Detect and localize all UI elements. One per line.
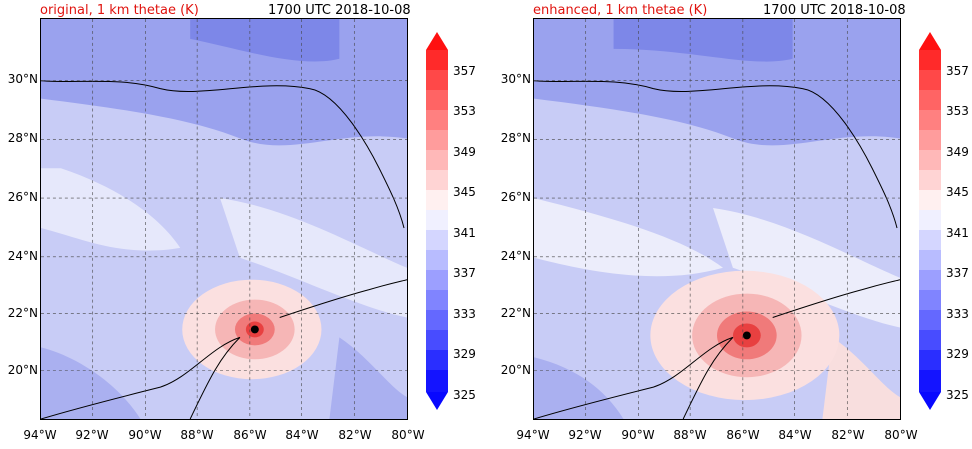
map-gridlines (534, 19, 900, 419)
panel-title: enhanced, 1 km thetae (K) (533, 3, 708, 18)
colorbar-label: 325 (946, 388, 969, 402)
colorbar-label: 329 (946, 347, 969, 361)
panel-time: 1700 UTC 2018-10-08 (268, 3, 411, 18)
colorbar-label: 333 (453, 307, 476, 321)
colorbar-label: 337 (453, 266, 476, 280)
lon-label: 92°W (568, 428, 602, 442)
lat-label: 20°N (7, 363, 38, 377)
storm-center-marker (250, 325, 259, 334)
lat-label: 30°N (500, 72, 531, 86)
lon-label: 90°W (621, 428, 655, 442)
panel-time: 1700 UTC 2018-10-08 (763, 3, 906, 18)
right-panel: enhanced, 1 km thetae (K) 1700 UTC 2018-… (486, 0, 972, 449)
lon-label: 94°W (516, 428, 550, 442)
colorbar-label: 353 (946, 104, 969, 118)
lon-label: 88°W (673, 428, 707, 442)
lat-label: 22°N (500, 306, 531, 320)
lon-label: 84°W (285, 428, 319, 442)
colorbar-label: 353 (453, 104, 476, 118)
panel-title: original, 1 km thetae (K) (40, 3, 199, 18)
colorbar (426, 32, 448, 410)
colorbar-label: 333 (946, 307, 969, 321)
lat-label: 24°N (500, 249, 531, 263)
lat-label: 26°N (7, 190, 38, 204)
lat-label: 28°N (7, 131, 38, 145)
map-gridlines (41, 19, 407, 419)
lon-label: 86°W (726, 428, 760, 442)
colorbar-label: 349 (946, 145, 969, 159)
colorbar-label: 345 (453, 185, 476, 199)
map-original[interactable] (40, 18, 408, 420)
colorbar-label: 357 (453, 64, 476, 78)
lon-label: 84°W (778, 428, 812, 442)
lon-label: 88°W (180, 428, 214, 442)
lat-label: 22°N (7, 306, 38, 320)
colorbar-label: 325 (453, 388, 476, 402)
lon-label: 92°W (75, 428, 109, 442)
lon-label: 90°W (128, 428, 162, 442)
lat-label: 26°N (500, 190, 531, 204)
colorbar (919, 32, 941, 410)
lat-label: 20°N (500, 363, 531, 377)
lon-label: 94°W (23, 428, 57, 442)
lat-label: 24°N (7, 249, 38, 263)
colorbar-label: 337 (946, 266, 969, 280)
lon-label: 86°W (233, 428, 267, 442)
storm-center-marker (742, 331, 751, 340)
map-enhanced[interactable] (533, 18, 901, 420)
lon-label: 82°W (831, 428, 865, 442)
lon-label: 80°W (391, 428, 425, 442)
lon-label: 80°W (884, 428, 918, 442)
colorbar-label: 357 (946, 64, 969, 78)
colorbar-label: 345 (946, 185, 969, 199)
colorbar-label: 349 (453, 145, 476, 159)
colorbar-label: 341 (946, 226, 969, 240)
left-panel: original, 1 km thetae (K) 1700 UTC 2018-… (7, 3, 476, 442)
lon-label: 82°W (338, 428, 372, 442)
lat-label: 28°N (500, 131, 531, 145)
lat-label: 30°N (7, 72, 38, 86)
colorbar-label: 341 (453, 226, 476, 240)
colorbar-label: 329 (453, 347, 476, 361)
